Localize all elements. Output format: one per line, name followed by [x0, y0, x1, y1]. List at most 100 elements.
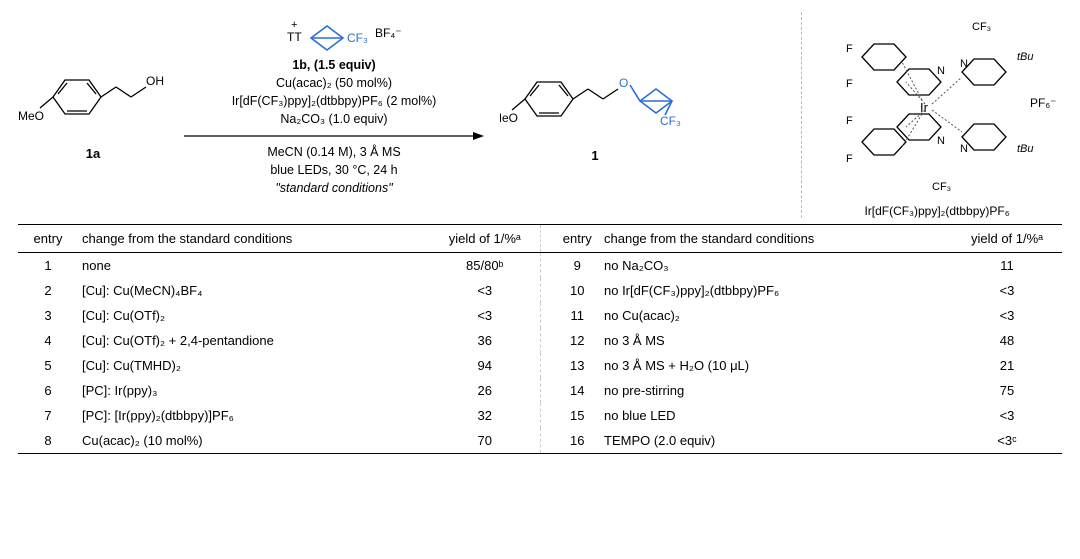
cell-yield: 32 [430, 403, 540, 428]
cat-n4: N [960, 143, 968, 155]
cell-entry: 13 [540, 353, 600, 378]
cell-yield: 75 [952, 378, 1062, 403]
table-row: 2[Cu]: Cu(MeCN)₄BF₄<310no Ir[dF(CF₃)ppy]… [18, 278, 1062, 303]
reagent-cf3: CF₃ [347, 31, 368, 45]
th-change-l: change from the standard conditions [78, 225, 430, 253]
cell-change: [Cu]: Cu(TMHD)₂ [78, 353, 430, 378]
cat-f3: F [846, 115, 853, 127]
cell-entry: 7 [18, 403, 78, 428]
reaction-arrow [184, 129, 484, 143]
conditions-table: entry change from the standard condition… [18, 224, 1062, 454]
table-row: 8Cu(acac)₂ (10 mol%)7016TEMPO (2.0 equiv… [18, 428, 1062, 454]
cell-change: no pre-stirring [600, 378, 952, 403]
cell-yield: 36 [430, 328, 540, 353]
reactant-meo-label: MeO [18, 109, 44, 123]
cell-yield: <3 [952, 278, 1062, 303]
cell-yield: <3 [952, 403, 1062, 428]
cat-tbu2: tBu [1017, 143, 1034, 155]
table-body: 1none85/80ᵇ9no Na₂CO₃112[Cu]: Cu(MeCN)₄B… [18, 253, 1062, 454]
reaction-scheme: MeO OH 1a TT + CF₃ BF₄⁻ 1b, (1.5 [18, 12, 791, 207]
cell-yield: 94 [430, 353, 540, 378]
cat-f2: F [846, 78, 853, 90]
cell-change: no 3 Å MS [600, 328, 952, 353]
cond-1b: 1b, (1.5 equiv) [292, 58, 375, 72]
cond-solvent: MeCN (0.14 M), 3 Å MS [267, 143, 400, 161]
cell-yield: <3 [952, 303, 1062, 328]
cell-entry: 5 [18, 353, 78, 378]
table-row: 7[PC]: [Ir(ppy)₂(dtbbpy)]PF₆3215no blue … [18, 403, 1062, 428]
cell-change: [PC]: Ir(ppy)₃ [78, 378, 430, 403]
cell-entry: 16 [540, 428, 600, 454]
reagent-bf4: BF₄⁻ [375, 26, 402, 40]
reaction-conditions: TT + CF₃ BF₄⁻ 1b, (1.5 equiv) Cu(acac)₂ … [174, 16, 494, 197]
cell-yield: <3 [430, 278, 540, 303]
cat-f4: F [846, 153, 853, 165]
product-o: O [619, 76, 628, 90]
cell-change: no 3 Å MS + H₂O (10 μL) [600, 353, 952, 378]
cell-change: [Cu]: Cu(OTf)₂ + 2,4-pentandione [78, 328, 430, 353]
conditions-text: 1b, (1.5 equiv) Cu(acac)₂ (50 mol%) Ir[d… [232, 56, 437, 129]
cell-yield: 11 [952, 253, 1062, 279]
cell-entry: 1 [18, 253, 78, 279]
cell-change: no blue LED [600, 403, 952, 428]
reactant-label: 1a [86, 146, 100, 161]
cell-change: no Ir[dF(CF₃)ppy]₂(dtbbpy)PF₆ [600, 278, 952, 303]
cat-cf3b: CF₃ [932, 181, 951, 193]
product-meo: MeO [500, 111, 518, 125]
cell-change: [Cu]: Cu(MeCN)₄BF₄ [78, 278, 430, 303]
cat-n1: N [937, 65, 945, 77]
cell-entry: 4 [18, 328, 78, 353]
conditions-below: MeCN (0.14 M), 3 Å MS blue LEDs, 30 °C, … [267, 143, 400, 197]
table-row: 5[Cu]: Cu(TMHD)₂9413no 3 Å MS + H₂O (10 … [18, 353, 1062, 378]
th-yield-r: yield of 1/%ᵃ [952, 225, 1062, 253]
cond-std: "standard conditions" [267, 179, 400, 197]
cell-change: no Na₂CO₃ [600, 253, 952, 279]
cond-ir: Ir[dF(CF₃)ppy]₂(dtbbpy)PF₆ (2 mol%) [232, 92, 437, 110]
cell-entry: 3 [18, 303, 78, 328]
th-yield-l: yield of 1/%ᵃ [430, 225, 540, 253]
cell-change: [Cu]: Cu(OTf)₂ [78, 303, 430, 328]
th-entry-l: entry [18, 225, 78, 253]
cell-entry: 10 [540, 278, 600, 303]
table-header-row: entry change from the standard condition… [18, 225, 1062, 253]
cond-base: Na₂CO₃ (1.0 equiv) [232, 110, 437, 128]
cat-tbu1: tBu [1017, 51, 1034, 63]
cell-entry: 6 [18, 378, 78, 403]
catalyst-name: Ir[dF(CF₃)ppy]₂(dtbbpy)PF₆ [864, 204, 1009, 218]
cell-entry: 11 [540, 303, 600, 328]
table-row: 6[PC]: Ir(ppy)₃2614no pre-stirring75 [18, 378, 1062, 403]
reagent-plus: + [291, 19, 297, 31]
th-change-r: change from the standard conditions [600, 225, 952, 253]
reagent-tt: TT [287, 30, 302, 44]
cell-yield: 26 [430, 378, 540, 403]
product-label: 1 [591, 148, 598, 163]
cell-entry: 2 [18, 278, 78, 303]
cond-light: blue LEDs, 30 °C, 24 h [267, 161, 400, 179]
reactant-structure: MeO OH [18, 52, 168, 142]
cell-yield: 21 [952, 353, 1062, 378]
catalyst-structure: Ir F F [812, 12, 1062, 202]
product-1: MeO O CF₃ 1 [500, 49, 690, 163]
cell-change: TEMPO (2.0 equiv) [600, 428, 952, 454]
cell-yield: 48 [952, 328, 1062, 353]
cell-entry: 8 [18, 428, 78, 454]
cell-entry: 9 [540, 253, 600, 279]
cell-yield: <3ᶜ [952, 428, 1062, 454]
cat-n2: N [937, 135, 945, 147]
catalyst-structure-block: Ir F F [812, 12, 1062, 218]
cat-f1: F [846, 43, 853, 55]
cell-change: no Cu(acac)₂ [600, 303, 952, 328]
product-structure: MeO O CF₃ [500, 49, 690, 144]
cat-pf6: PF₆⁻ [1030, 96, 1057, 110]
table-row: 1none85/80ᵇ9no Na₂CO₃11 [18, 253, 1062, 279]
table-row: 3[Cu]: Cu(OTf)₂<311no Cu(acac)₂<3 [18, 303, 1062, 328]
table-row: 4[Cu]: Cu(OTf)₂ + 2,4-pentandione3612no … [18, 328, 1062, 353]
cat-cf3a: CF₃ [972, 21, 991, 33]
cell-change: Cu(acac)₂ (10 mol%) [78, 428, 430, 454]
cell-entry: 14 [540, 378, 600, 403]
vertical-divider [801, 12, 802, 218]
product-cf3: CF₃ [660, 114, 681, 128]
reactant-1a: MeO OH 1a [18, 52, 168, 161]
cond-cu: Cu(acac)₂ (50 mol%) [232, 74, 437, 92]
cell-yield: 85/80ᵇ [430, 253, 540, 279]
